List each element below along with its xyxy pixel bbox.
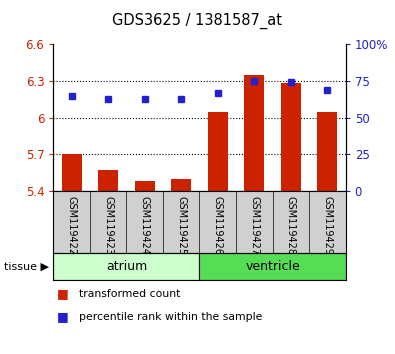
Text: GSM119426: GSM119426 (213, 196, 223, 255)
Bar (135, 181, 155, 191)
Text: ■: ■ (57, 310, 69, 323)
Text: GSM119427: GSM119427 (249, 196, 259, 255)
Text: atrium: atrium (106, 260, 147, 273)
Bar (244, 75, 264, 191)
Bar (62, 154, 82, 191)
Text: GSM119424: GSM119424 (140, 196, 150, 255)
Text: GSM119429: GSM119429 (322, 196, 332, 255)
Bar (281, 84, 301, 191)
Text: ■: ■ (57, 287, 69, 300)
Text: ventricle: ventricle (245, 260, 300, 273)
Bar (317, 112, 337, 191)
Text: transformed count: transformed count (79, 289, 181, 299)
Text: percentile rank within the sample: percentile rank within the sample (79, 312, 262, 322)
Bar (171, 179, 191, 191)
Text: GSM119422: GSM119422 (67, 196, 77, 255)
Bar (53, 253, 199, 280)
Text: GSM119428: GSM119428 (286, 196, 296, 255)
Text: tissue ▶: tissue ▶ (4, 261, 49, 272)
Text: GSM119425: GSM119425 (176, 196, 186, 255)
Bar (208, 112, 228, 191)
Text: GSM119423: GSM119423 (103, 196, 113, 255)
Bar (199, 253, 346, 280)
Text: GDS3625 / 1381587_at: GDS3625 / 1381587_at (113, 12, 282, 29)
Bar (98, 170, 118, 191)
